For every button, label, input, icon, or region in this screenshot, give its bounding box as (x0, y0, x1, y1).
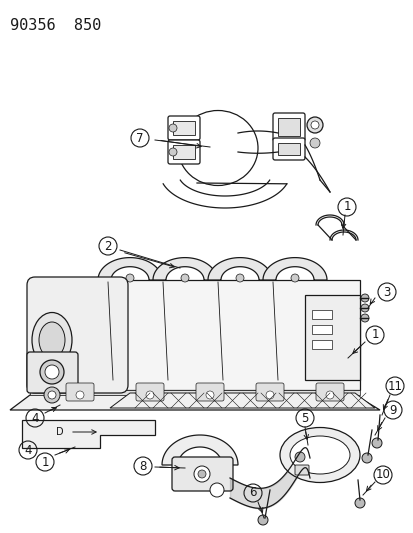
FancyBboxPatch shape (272, 113, 304, 141)
Polygon shape (153, 257, 216, 280)
Text: 3: 3 (382, 286, 390, 298)
Circle shape (40, 360, 64, 384)
Circle shape (194, 466, 209, 482)
Text: 11: 11 (387, 379, 401, 392)
FancyBboxPatch shape (30, 280, 359, 390)
Circle shape (48, 391, 56, 399)
FancyBboxPatch shape (311, 340, 331, 349)
Circle shape (361, 453, 371, 463)
FancyBboxPatch shape (27, 352, 78, 393)
FancyBboxPatch shape (168, 140, 199, 164)
Circle shape (354, 498, 364, 508)
Text: 6: 6 (249, 487, 256, 499)
Polygon shape (110, 393, 374, 408)
Circle shape (360, 314, 368, 322)
FancyBboxPatch shape (277, 143, 299, 155)
Circle shape (169, 124, 177, 132)
Polygon shape (98, 257, 161, 280)
Polygon shape (30, 390, 359, 395)
Text: 2: 2 (104, 239, 112, 253)
FancyBboxPatch shape (304, 295, 359, 380)
Circle shape (309, 138, 319, 148)
FancyBboxPatch shape (277, 118, 299, 136)
Circle shape (290, 274, 298, 282)
FancyBboxPatch shape (311, 310, 331, 319)
Text: 1: 1 (41, 456, 49, 469)
Circle shape (126, 274, 134, 282)
Polygon shape (161, 435, 237, 465)
Circle shape (257, 515, 267, 525)
FancyBboxPatch shape (272, 138, 304, 160)
Text: 4: 4 (24, 443, 32, 456)
Circle shape (169, 148, 177, 156)
Ellipse shape (279, 427, 359, 482)
Circle shape (235, 274, 243, 282)
Polygon shape (10, 395, 379, 410)
FancyBboxPatch shape (171, 457, 233, 491)
Circle shape (146, 391, 154, 399)
FancyBboxPatch shape (173, 145, 195, 159)
FancyBboxPatch shape (136, 383, 164, 401)
Circle shape (44, 387, 60, 403)
FancyBboxPatch shape (66, 383, 94, 401)
Circle shape (209, 483, 223, 497)
FancyBboxPatch shape (315, 383, 343, 401)
Circle shape (306, 117, 322, 133)
FancyBboxPatch shape (168, 116, 199, 140)
Circle shape (360, 294, 368, 302)
Text: 1: 1 (342, 200, 350, 214)
FancyBboxPatch shape (311, 325, 331, 334)
Circle shape (294, 452, 304, 462)
Text: D: D (56, 427, 64, 437)
Circle shape (197, 470, 206, 478)
Polygon shape (262, 257, 326, 280)
FancyBboxPatch shape (294, 465, 308, 475)
Circle shape (371, 438, 381, 448)
Text: 90356  850: 90356 850 (10, 18, 101, 33)
FancyBboxPatch shape (173, 121, 195, 135)
Polygon shape (207, 257, 271, 280)
Circle shape (180, 274, 189, 282)
Ellipse shape (32, 312, 72, 367)
FancyBboxPatch shape (27, 277, 128, 393)
Polygon shape (22, 420, 154, 448)
Circle shape (76, 391, 84, 399)
Circle shape (325, 391, 333, 399)
FancyBboxPatch shape (255, 383, 283, 401)
Text: 10: 10 (375, 469, 389, 481)
Circle shape (206, 391, 214, 399)
Circle shape (266, 391, 273, 399)
Circle shape (310, 121, 318, 129)
Text: 5: 5 (301, 411, 308, 424)
Text: 9: 9 (388, 403, 396, 416)
Text: 7: 7 (136, 132, 143, 144)
Circle shape (45, 365, 59, 379)
Ellipse shape (39, 322, 65, 358)
Circle shape (360, 304, 368, 312)
Text: 1: 1 (370, 328, 378, 342)
Ellipse shape (289, 436, 349, 474)
FancyBboxPatch shape (195, 383, 223, 401)
Text: 8: 8 (139, 459, 146, 472)
Text: 4: 4 (31, 411, 39, 424)
